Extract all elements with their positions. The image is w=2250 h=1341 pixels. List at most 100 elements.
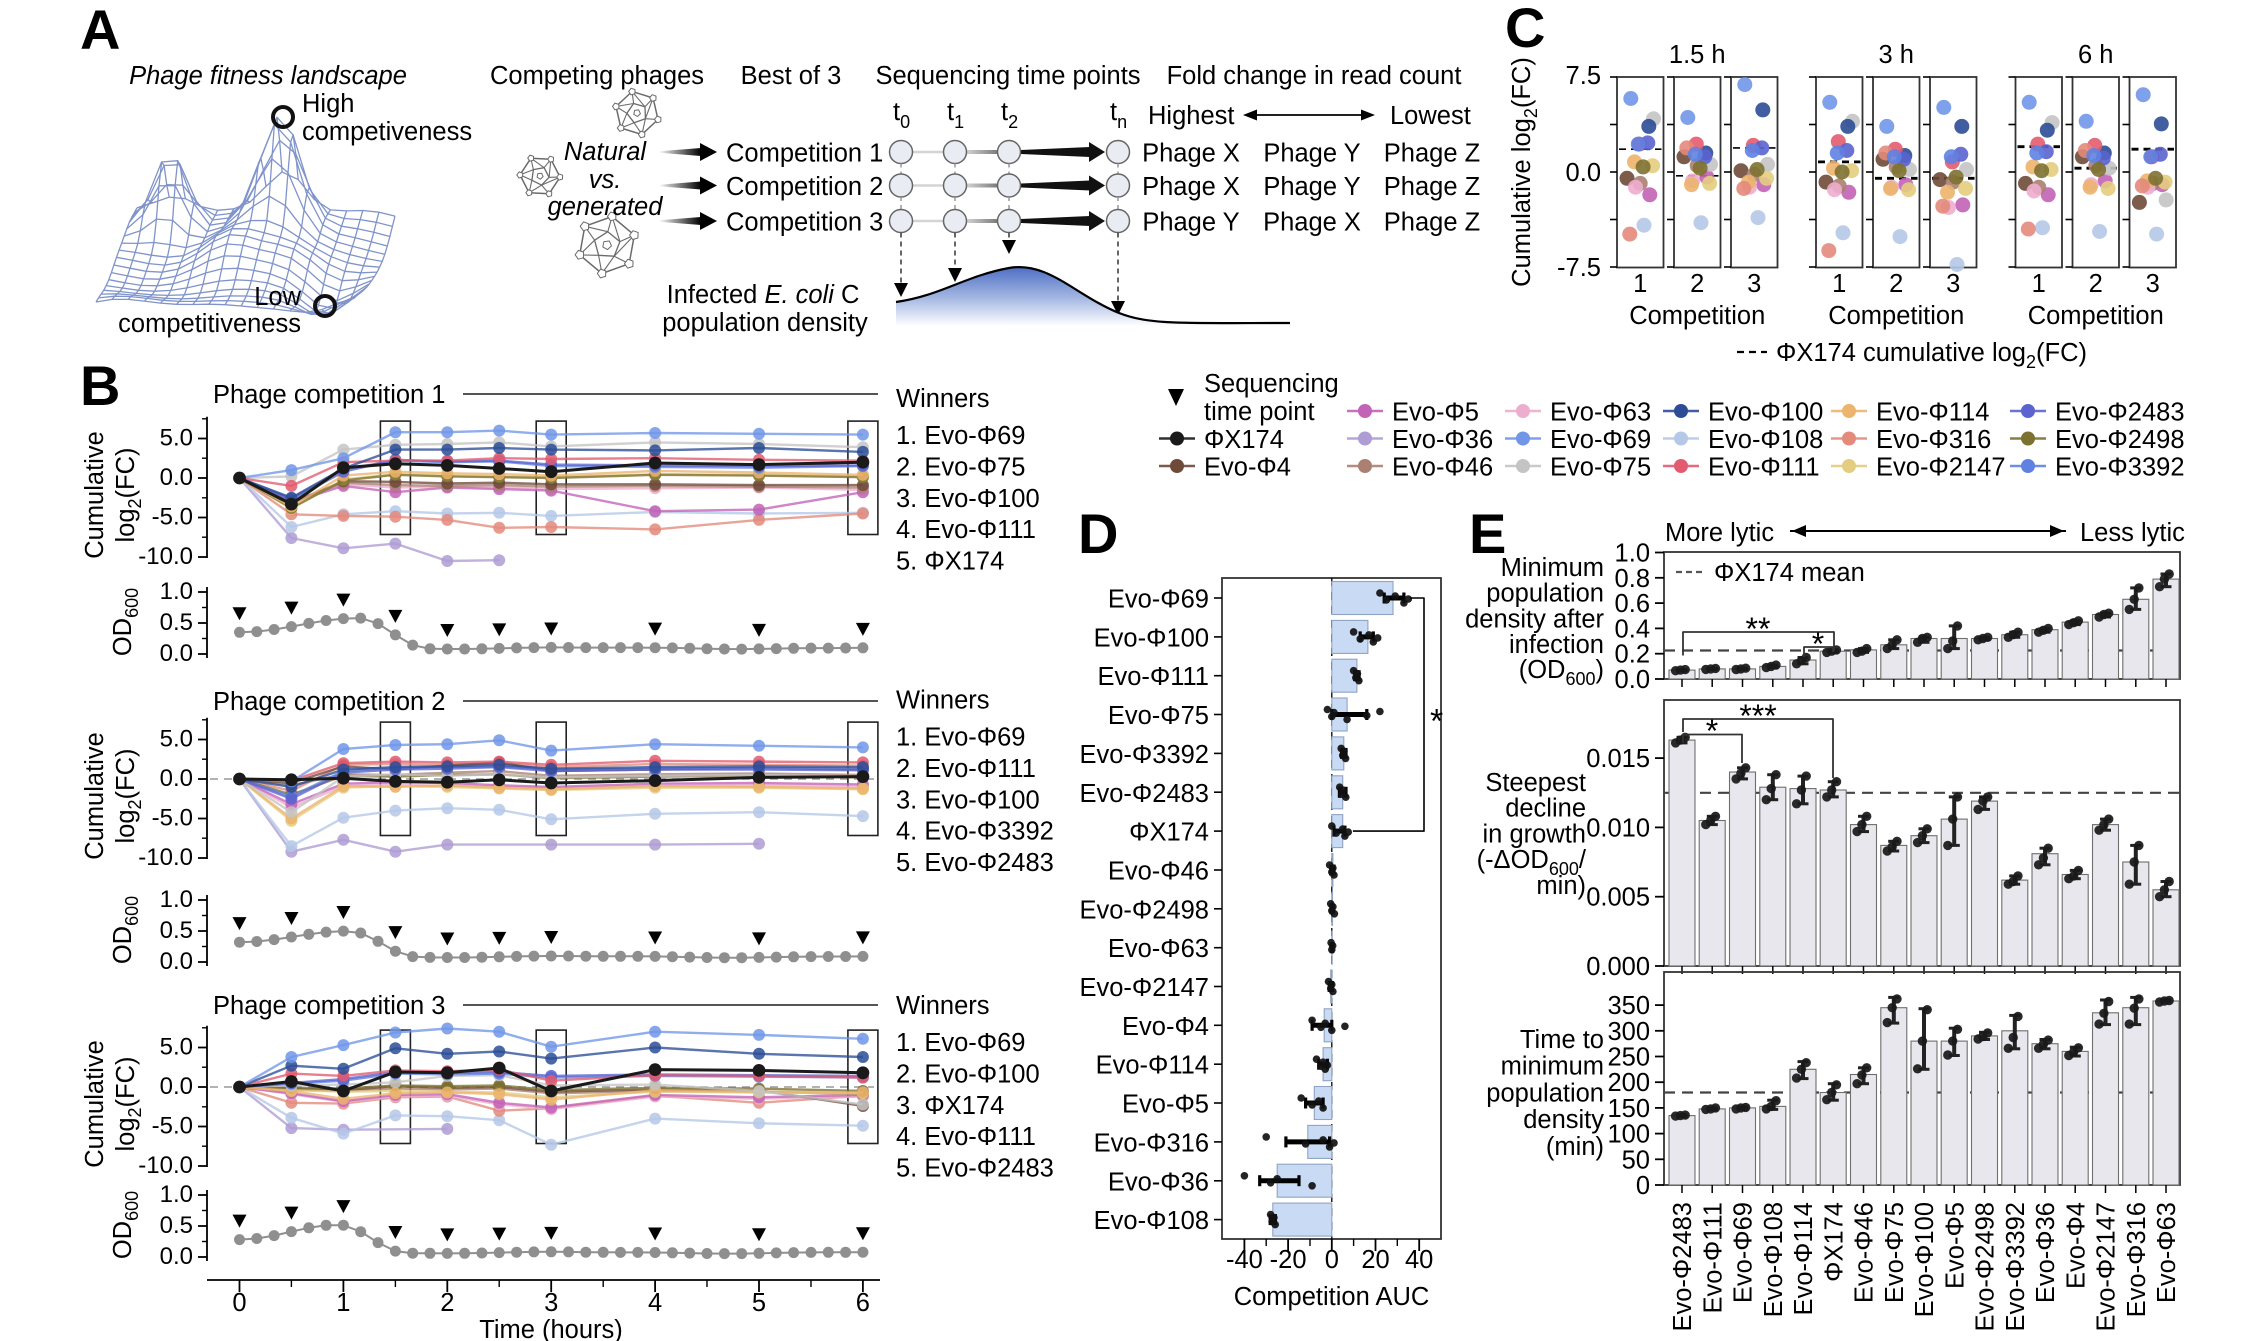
- svg-text:4. Evo-Φ111: 4. Evo-Φ111: [896, 516, 1036, 544]
- svg-text:Phage Z: Phage Z: [1384, 173, 1480, 201]
- svg-text:Evo-Φ100: Evo-Φ100: [1094, 624, 1209, 652]
- svg-text:**: **: [1746, 611, 1771, 647]
- svg-text:50: 50: [1622, 1146, 1650, 1174]
- svg-text:Evo-Φ108: Evo-Φ108: [1708, 426, 1823, 454]
- svg-text:Evo-Φ4: Evo-Φ4: [1204, 454, 1291, 482]
- svg-text:0.0: 0.0: [160, 1073, 193, 1100]
- svg-text:Competition: Competition: [1828, 302, 1964, 330]
- svg-text:7.5: 7.5: [1566, 62, 1601, 90]
- svg-text:Lowest: Lowest: [1390, 102, 1471, 130]
- svg-text:Phage Z: Phage Z: [1384, 140, 1480, 168]
- svg-text:population: population: [1486, 1079, 1604, 1107]
- svg-text:ΦX174: ΦX174: [1129, 819, 1209, 847]
- svg-text:6 h: 6 h: [2078, 41, 2113, 69]
- svg-text:3. ΦX174: 3. ΦX174: [896, 1092, 1004, 1120]
- svg-text:Evo-Φ36: Evo-Φ36: [1392, 426, 1493, 454]
- svg-text:density after: density after: [1465, 605, 1604, 633]
- svg-text:Winners: Winners: [896, 992, 990, 1020]
- svg-text:Evo-Φ36: Evo-Φ36: [1108, 1168, 1209, 1196]
- svg-text:1.5 h: 1.5 h: [1669, 41, 1726, 69]
- svg-text:Evo-Φ316: Evo-Φ316: [1876, 426, 1991, 454]
- svg-text:Competition 2: Competition 2: [726, 173, 883, 201]
- svg-text:Time to: Time to: [1520, 1026, 1604, 1054]
- svg-text:Competition AUC: Competition AUC: [1234, 1283, 1430, 1311]
- svg-text:4. Evo-Φ111: 4. Evo-Φ111: [896, 1123, 1036, 1151]
- svg-text:Evo-Φ2483: Evo-Φ2483: [1669, 1202, 1697, 1332]
- svg-text:B: B: [80, 354, 120, 417]
- svg-text:Evo-Φ63: Evo-Φ63: [1550, 399, 1651, 427]
- svg-text:Evo-Φ108: Evo-Φ108: [1094, 1207, 1209, 1235]
- svg-text:Evo-Φ3392: Evo-Φ3392: [2002, 1202, 2030, 1332]
- svg-text:0.8: 0.8: [1615, 565, 1650, 593]
- svg-text:2: 2: [2089, 270, 2103, 298]
- svg-text:Evo-Φ2498: Evo-Φ2498: [1972, 1202, 2000, 1332]
- svg-text:Highest: Highest: [1148, 102, 1234, 130]
- svg-text:300: 300: [1607, 1018, 1650, 1046]
- svg-text:minimum: minimum: [1501, 1053, 1604, 1081]
- svg-text:Cumulative: Cumulative: [81, 1040, 109, 1168]
- svg-text:Evo-Φ5: Evo-Φ5: [1122, 1091, 1209, 1119]
- svg-text:2: 2: [440, 1289, 454, 1317]
- svg-text:-10.0: -10.0: [138, 1152, 193, 1179]
- svg-text:0.6: 0.6: [1615, 590, 1650, 618]
- svg-text:Sequencing: Sequencing: [1204, 370, 1339, 398]
- svg-text:Evo-Φ3392: Evo-Φ3392: [1079, 741, 1209, 769]
- svg-text:4. Evo-Φ3392: 4. Evo-Φ3392: [896, 818, 1054, 846]
- svg-text:Evo-Φ4: Evo-Φ4: [1122, 1013, 1209, 1041]
- svg-text:Phage competition 2: Phage competition 2: [213, 688, 446, 716]
- svg-text:-10.0: -10.0: [138, 543, 193, 570]
- svg-text:Evo-Φ75: Evo-Φ75: [1108, 702, 1209, 730]
- svg-text:(min): (min): [1546, 1133, 1604, 1161]
- svg-text:0.015: 0.015: [1586, 745, 1650, 773]
- svg-text:Cumulative log2(FC): Cumulative log2(FC): [1508, 57, 1541, 287]
- svg-text:in growth: in growth: [1483, 820, 1586, 848]
- svg-text:Evo-Φ2498: Evo-Φ2498: [1079, 896, 1209, 924]
- svg-text:min): min): [1536, 872, 1586, 900]
- svg-text:Evo-Φ316: Evo-Φ316: [1094, 1129, 1209, 1157]
- svg-text:Less lytic: Less lytic: [2080, 519, 2185, 547]
- svg-text:Evo-Φ2147: Evo-Φ2147: [1079, 974, 1209, 1002]
- svg-text:Competing phages: Competing phages: [490, 62, 704, 90]
- svg-text:Evo-Φ46: Evo-Φ46: [1108, 857, 1209, 885]
- svg-text:3 h: 3 h: [1879, 41, 1914, 69]
- svg-text:5.0: 5.0: [160, 1034, 193, 1061]
- svg-text:log2(FC): log2(FC): [112, 1056, 145, 1151]
- svg-text:Minimum: Minimum: [1501, 554, 1604, 582]
- svg-text:1: 1: [1832, 270, 1846, 298]
- svg-text:-5.0: -5.0: [152, 504, 193, 531]
- svg-text:0: 0: [232, 1289, 246, 1317]
- svg-text:population: population: [1486, 580, 1604, 608]
- svg-text:Phage Z: Phage Z: [1384, 209, 1480, 237]
- svg-text:250: 250: [1607, 1044, 1650, 1072]
- svg-text:Phage fitness landscape: Phage fitness landscape: [129, 62, 407, 90]
- svg-text:3. Evo-Φ100: 3. Evo-Φ100: [896, 485, 1040, 513]
- svg-text:*: *: [1430, 703, 1443, 741]
- svg-text:Evo-Φ46: Evo-Φ46: [1851, 1202, 1879, 1303]
- svg-text:Phage X: Phage X: [1142, 140, 1240, 168]
- svg-text:5: 5: [752, 1289, 766, 1317]
- svg-text:Evo-Φ63: Evo-Φ63: [1108, 935, 1209, 963]
- svg-text:0.0: 0.0: [1566, 159, 1601, 187]
- svg-text:3: 3: [1946, 270, 1960, 298]
- svg-text:1.0: 1.0: [160, 1181, 193, 1208]
- svg-text:infection: infection: [1509, 631, 1604, 659]
- svg-text:*: *: [1812, 626, 1824, 662]
- svg-text:Evo-Φ3392: Evo-Φ3392: [2055, 454, 2185, 482]
- svg-text:time point: time point: [1204, 398, 1315, 426]
- svg-text:1: 1: [1633, 270, 1647, 298]
- svg-text:0.0: 0.0: [160, 464, 193, 491]
- svg-text:Low: Low: [254, 283, 301, 311]
- svg-text:competitiveness: competitiveness: [118, 310, 301, 338]
- svg-text:1. Evo-Φ69: 1. Evo-Φ69: [896, 422, 1026, 450]
- svg-text:Phage X: Phage X: [1142, 173, 1240, 201]
- svg-text:Evo-Φ63: Evo-Φ63: [2153, 1202, 2181, 1303]
- svg-text:0.000: 0.000: [1586, 953, 1650, 981]
- svg-text:Sequencing time points: Sequencing time points: [875, 62, 1140, 90]
- svg-text:***: ***: [1739, 698, 1776, 734]
- svg-text:Evo-Φ2483: Evo-Φ2483: [2055, 399, 2185, 427]
- svg-text:1. Evo-Φ69: 1. Evo-Φ69: [896, 724, 1026, 752]
- svg-text:ΦX174: ΦX174: [1820, 1202, 1848, 1282]
- svg-text:3: 3: [2146, 270, 2160, 298]
- svg-text:Time (hours): Time (hours): [479, 1316, 623, 1341]
- svg-text:6: 6: [856, 1289, 870, 1317]
